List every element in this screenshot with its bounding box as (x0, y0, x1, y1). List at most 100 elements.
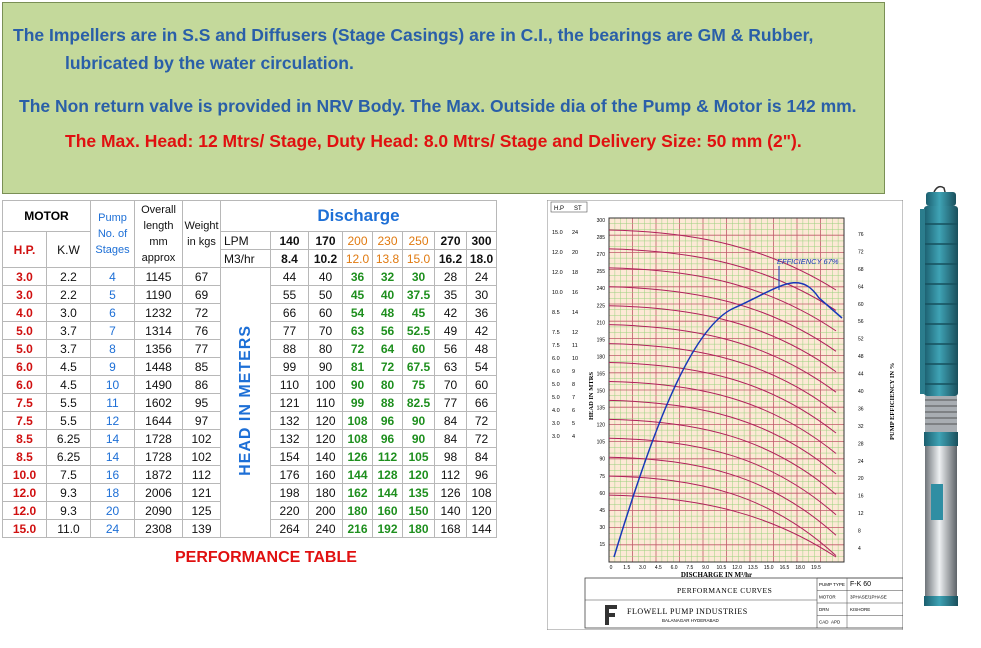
table-row: 12.0 9.3 20 2090 125 220 200 180 160 150 140 120 (2, 501, 497, 520)
discharge-cell: 120 (308, 411, 343, 430)
length-cell: 1872 (134, 465, 183, 484)
weight-cell: 102 (182, 447, 221, 466)
discharge-cell: 135 (402, 483, 435, 502)
head-curve (608, 324, 837, 393)
discharge-cell: 144 (466, 519, 497, 538)
stage-column-value: 4 (572, 434, 575, 440)
stages-cell: 16 (90, 465, 135, 484)
y-tick-label: 105 (597, 440, 606, 446)
weight-cell: 139 (182, 519, 221, 538)
x-tick-label: 18.0 (795, 565, 805, 571)
head-curve (608, 305, 837, 373)
discharge-cell: 168 (434, 519, 467, 538)
hp-column-value: 3.0 (552, 421, 560, 427)
x-tick-label: 19.5 (811, 565, 821, 571)
head-axis-label: HEAD IN MTRS (588, 372, 595, 420)
table-row: 3.0 2.2 4 1145 67 HEAD IN METERS 44 40 36 32 30 28 2… (2, 267, 497, 538)
discharge-cell: 99 (270, 357, 309, 376)
lpm-value: 230 (372, 231, 403, 250)
y-tick-label: 150 (597, 389, 606, 395)
discharge-cell: 82.5 (402, 393, 435, 412)
title-block-field-value: F-K 60 (850, 581, 871, 588)
head-curve (608, 456, 837, 536)
discharge-cell: 72 (342, 339, 373, 358)
discharge-cell: 49 (434, 321, 467, 340)
discharge-cell: 112 (372, 447, 403, 466)
y-tick-label: 270 (597, 252, 606, 258)
stages-cell: 4 (90, 267, 135, 286)
discharge-cell: 42 (466, 321, 497, 340)
length-cell: 1728 (134, 429, 183, 448)
discharge-cell: 105 (402, 447, 435, 466)
discharge-cell: 150 (402, 501, 435, 520)
stages-cell: 9 (90, 357, 135, 376)
weight-cell: 86 (182, 375, 221, 394)
discharge-cell: 72 (372, 357, 403, 376)
discharge-cell: 154 (270, 447, 309, 466)
hp-column-value: 15.0 (552, 230, 563, 236)
weight-cell: 67 (182, 267, 221, 286)
efficiency-curve (613, 281, 843, 558)
weight-cell: 69 (182, 285, 221, 304)
efficiency-tick-label: 20 (858, 476, 864, 482)
hp-label: H.P (554, 206, 564, 212)
title-block-curves: PERFORMANCE CURVES (677, 586, 772, 595)
lpm-value: 200 (342, 231, 373, 250)
hp-cell: 6.0 (2, 357, 47, 376)
hp-st-header-box (550, 201, 588, 213)
length-cell: 2006 (134, 483, 183, 502)
hp-column-value: 7.5 (552, 343, 560, 349)
x-tick-label: 0 (610, 565, 613, 571)
discharge-cell: 216 (342, 519, 373, 538)
x-tick-label: 9.0 (702, 565, 709, 571)
efficiency-tick-label: 40 (858, 389, 864, 395)
discharge-cell: 80 (308, 339, 343, 358)
discharge-cell: 121 (270, 393, 309, 412)
hp-column-value: 6.0 (552, 356, 560, 362)
stages-cell: 8 (90, 339, 135, 358)
hp-column-value: 8.5 (552, 310, 560, 316)
hp-column-value: 7.5 (552, 330, 560, 336)
kw-cell: 11.0 (46, 519, 91, 538)
hp-cell: 7.5 (2, 411, 47, 430)
stages-header-l2: No. of (97, 228, 128, 240)
discharge-cell: 42 (434, 303, 467, 322)
efficiency-tick-label: 60 (858, 302, 864, 308)
discharge-cell: 45 (402, 303, 435, 322)
discharge-cell: 140 (434, 501, 467, 520)
efficiency-tick-label: 28 (858, 441, 864, 447)
length-cell: 2308 (134, 519, 183, 538)
discharge-cell: 198 (270, 483, 309, 502)
discharge-cell: 54 (466, 357, 497, 376)
discharge-cell: 180 (342, 501, 373, 520)
stage-column-value: 6 (572, 408, 575, 414)
y-tick-label: 120 (597, 423, 606, 429)
title-block-field-value: 3PHASE/1PHASE (850, 595, 887, 600)
hp-cell: 7.5 (2, 393, 47, 412)
discharge-cell: 35 (434, 285, 467, 304)
discharge-cell: 110 (270, 375, 309, 394)
table-row: 15.0 11.0 24 2308 139 264 240 216 192 180 168 144 (2, 519, 497, 538)
performance-curves-chart: H.P ST 15.0 24 12.0 20 12.0 18 10.0 16 8.5 14 7.5 12 7… (546, 199, 904, 631)
discharge-cell: 96 (466, 465, 497, 484)
y-tick-label: 225 (597, 303, 606, 309)
length-cell: 1314 (134, 321, 183, 340)
efficiency-tick-label: 36 (858, 406, 864, 412)
head-curve (608, 267, 837, 332)
discharge-cell: 90 (308, 357, 343, 376)
kw-cell: 6.25 (46, 429, 91, 448)
stages-header-l1: Pump (98, 212, 127, 224)
weight-cell: 112 (182, 465, 221, 484)
stages-cell: 10 (90, 375, 135, 394)
length-header: Overall length mm approx (134, 200, 183, 268)
stage-column-value: 11 (572, 343, 578, 349)
hp-cell: 8.5 (2, 429, 47, 448)
discharge-cell: 70 (308, 321, 343, 340)
discharge-cell: 160 (308, 465, 343, 484)
stage-column-value: 10 (572, 356, 578, 362)
stage-column-value: 14 (572, 310, 578, 316)
discharge-cell: 132 (270, 429, 309, 448)
x-tick-label: 6.0 (671, 565, 678, 571)
weight-cell: 121 (182, 483, 221, 502)
head-curve (608, 437, 837, 516)
